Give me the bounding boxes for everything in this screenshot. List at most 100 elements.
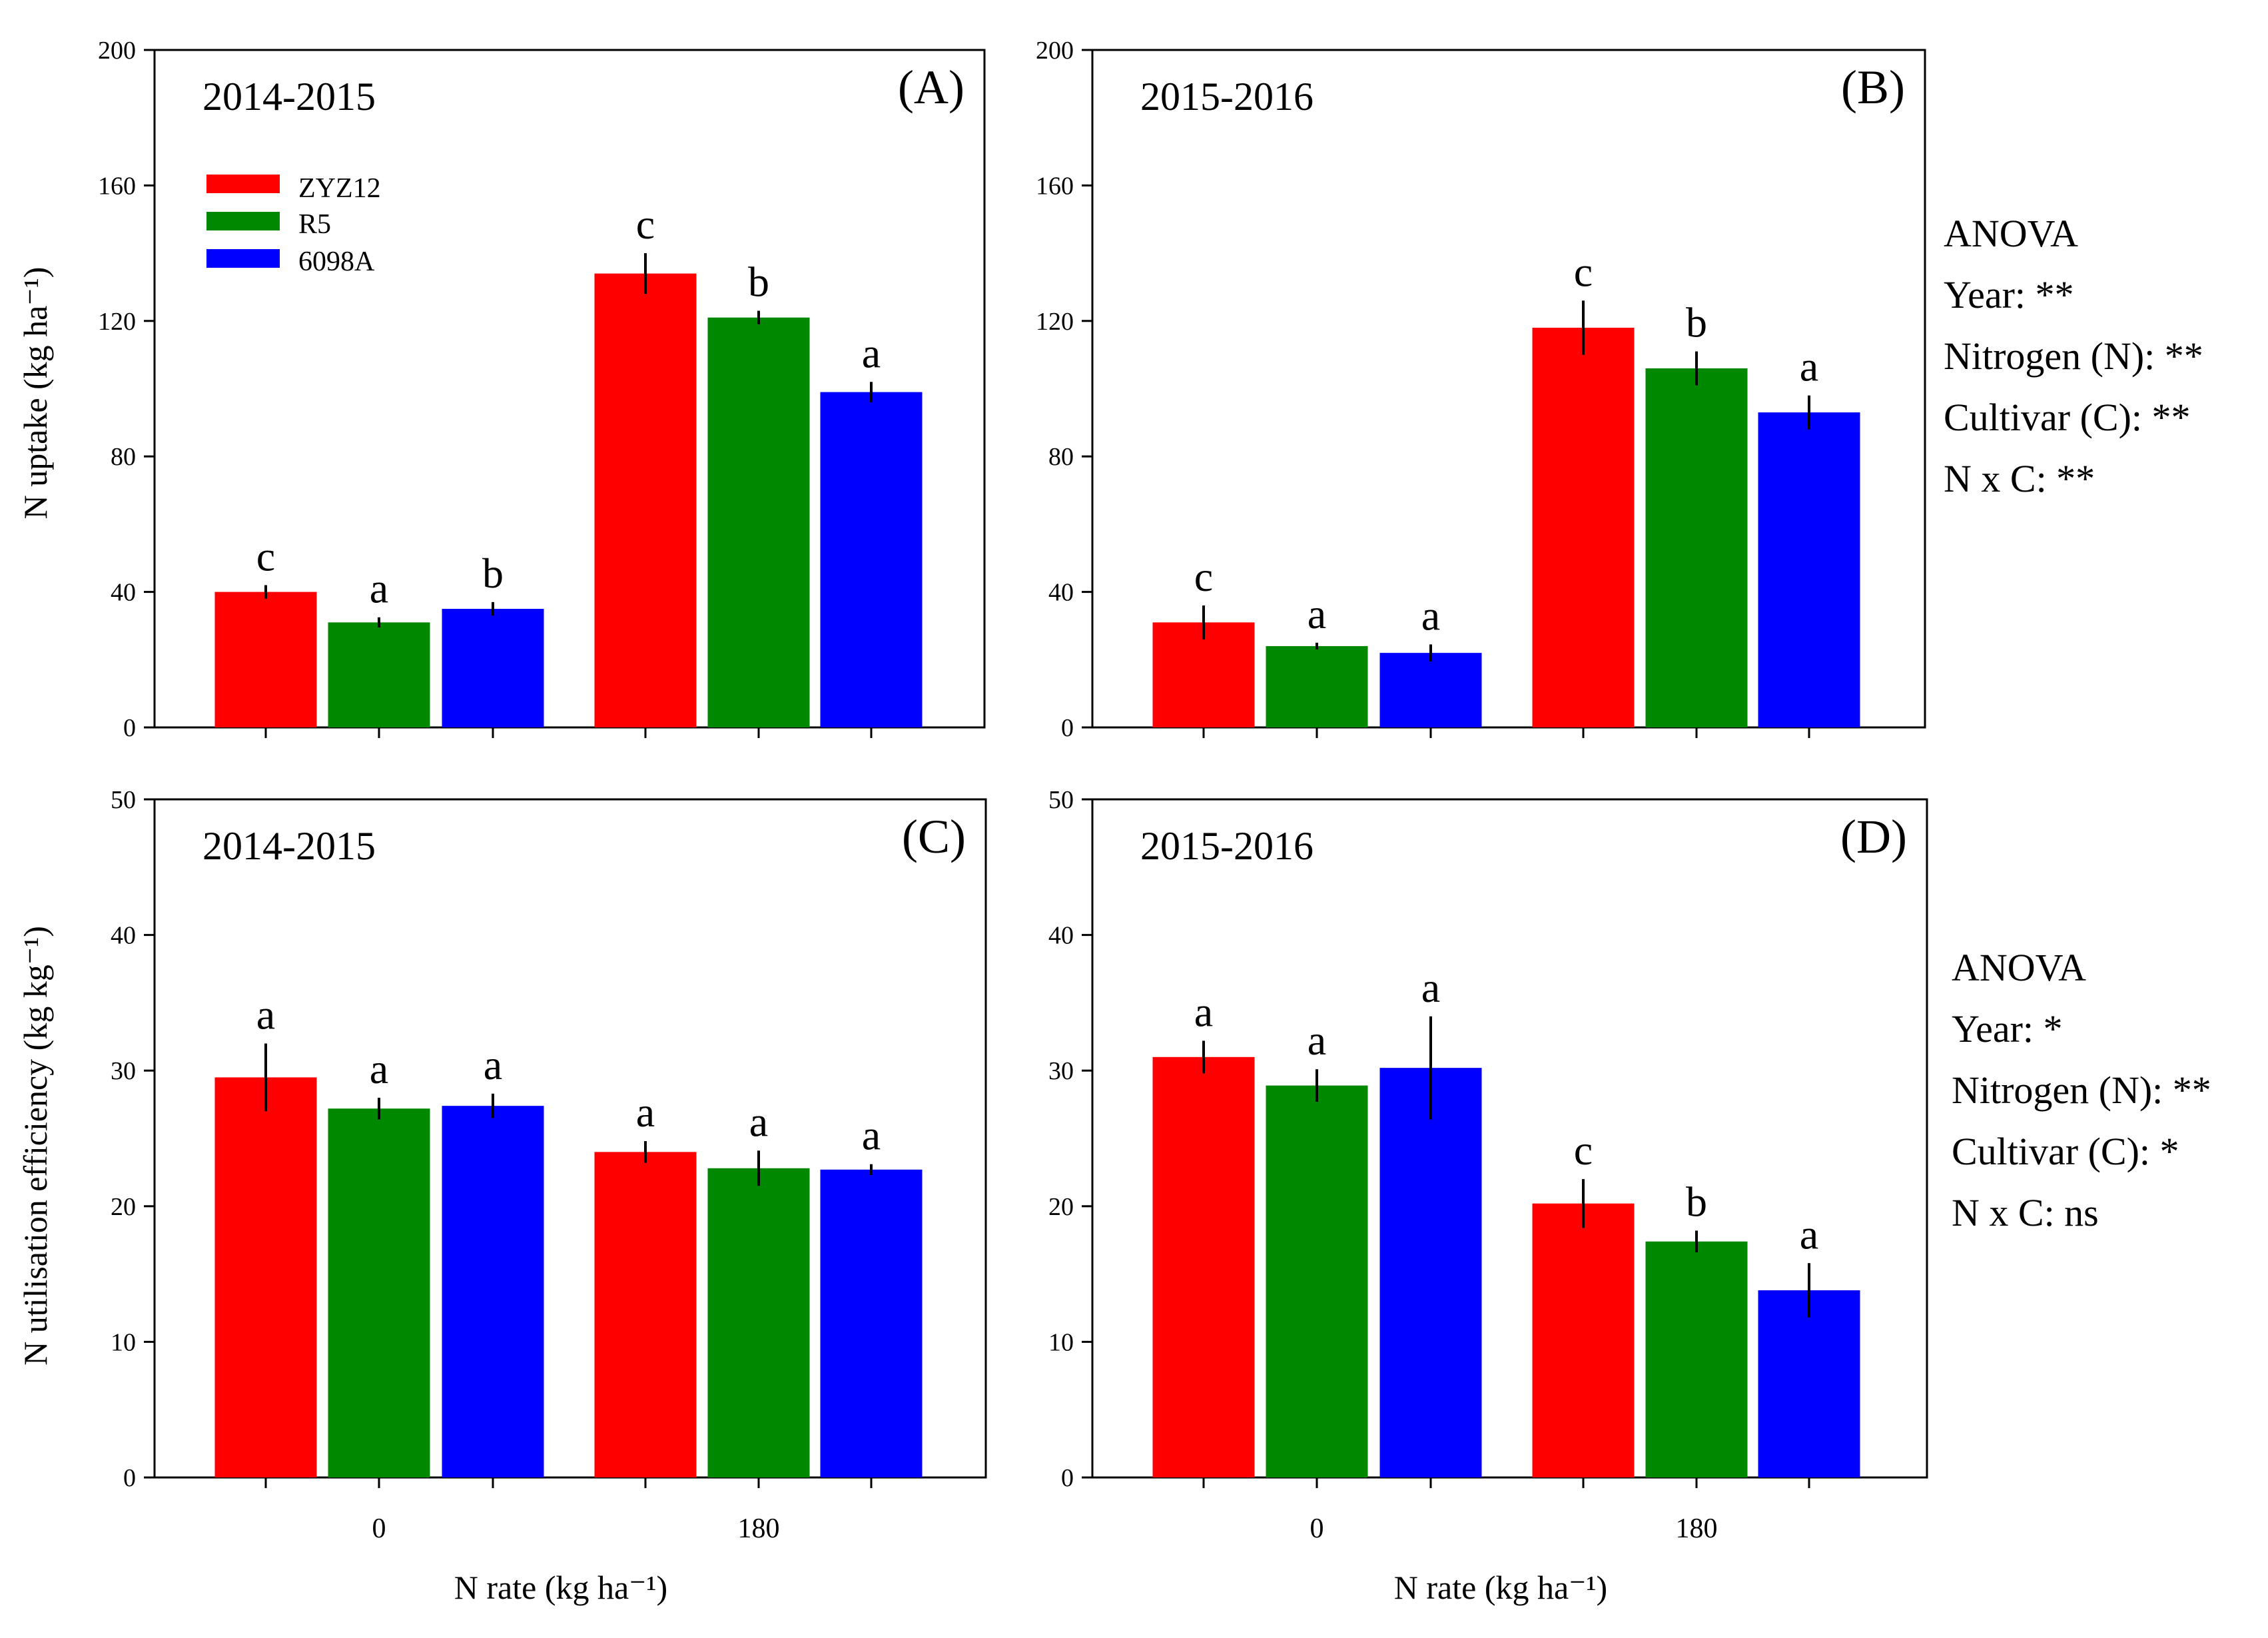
y-tick-label: 10 [111,1328,136,1356]
y-tick-label: 40 [111,579,136,607]
y-tick-label: 20 [1048,1193,1074,1221]
anova-top-year: Year: ** [1944,273,2074,316]
bar-6098a-180 [1758,412,1860,727]
x-axis-label-left: N rate (kg ha⁻¹) [454,1569,667,1606]
panel-letter-label: (D) [1840,810,1907,863]
panel-year-label: 2015-2016 [1140,75,1314,119]
significance-letter: a [862,1112,881,1159]
x-tick-label: 0 [372,1513,386,1544]
panel-letter-label: (A) [898,61,964,114]
bar-zyz12-180 [594,273,697,727]
significance-letter: a [749,1098,768,1145]
y-tick-label: 10 [1048,1328,1074,1356]
anova-bottom-interaction: N x C: ns [1952,1191,2099,1234]
bar-r5-180 [1645,1241,1748,1477]
significance-letter: a [1194,988,1213,1035]
panel-c: 0 10 20 30 40 50 0 180 a a a a a a 2014-2015 (C) [111,786,987,1544]
anova-top-nitrogen: Nitrogen (N): ** [1944,334,2203,378]
significance-letter: a [862,329,881,376]
bar-6098a-0 [1379,653,1482,727]
significance-letter: a [256,991,275,1038]
x-axis-label-right: N rate (kg ha⁻¹) [1394,1569,1607,1606]
bar-r5-0 [328,1108,430,1477]
bar-zyz12-0 [1152,1056,1255,1477]
y-tick-label: 160 [98,172,136,200]
anova-top-interaction: N x C: ** [1944,457,2095,500]
y-tick-label: 0 [1061,714,1074,742]
anova-bottom: ANOVA Year: * Nitrogen (N): ** Cultivar … [1952,946,2211,1234]
y-tick-label: 40 [111,922,136,950]
significance-letter: b [1686,1178,1707,1225]
plot-frame [153,49,986,729]
bar-r5-180 [707,1168,810,1477]
anova-top-title: ANOVA [1944,212,2078,255]
legend-label-r5: R5 [298,209,331,240]
y-tick-label: 120 [98,308,136,336]
bar-r5-0 [1266,1085,1368,1477]
bar-zyz12-180 [1532,327,1635,728]
plot-frame [153,798,987,1479]
x-tick-label: 180 [1676,1513,1718,1544]
y-tick-label: 0 [123,1464,136,1492]
bar-zyz12-0 [214,592,317,727]
y-tick-label: 0 [123,714,136,742]
bar-zyz12-180 [594,1152,697,1477]
legend-label-6098a: 6098A [298,246,375,277]
plot-frame [1091,49,1926,729]
y-tick-label: 50 [1048,786,1074,814]
y-tick-label: 200 [98,37,136,65]
legend-swatch-zyz12 [206,175,280,193]
significance-letter: a [1308,1017,1326,1064]
significance-letter: a [1421,964,1440,1011]
y-tick-label: 40 [1048,922,1074,950]
significance-letter: a [1800,343,1818,390]
y-tick-label: 160 [1036,172,1074,200]
y-tick-label: 50 [111,786,136,814]
significance-letter: c [1574,248,1593,295]
bar-r5-0 [1266,645,1368,727]
panel-d: 0 10 20 30 40 50 0 180 a a a c b a 2015-2016 (D) [1048,786,1928,1544]
significance-letter: a [1308,590,1326,637]
legend-swatch-6098a [206,249,280,268]
legend-swatch-r5 [206,212,280,230]
panel-year-label: 2015-2016 [1140,824,1314,868]
panel-letter-label: (B) [1841,61,1905,114]
y-axis-label-top: N uptake (kg ha⁻¹) [17,267,54,520]
significance-letter: c [636,201,655,248]
significance-letter: a [636,1088,655,1136]
significance-letter: c [1194,553,1213,600]
bar-zyz12-0 [1152,622,1255,727]
significance-letter: a [370,1045,388,1092]
bar-6098a-0 [442,609,544,727]
significance-letter: a [370,565,388,612]
legend: ZYZ12 R5 6098A [206,173,381,277]
y-tick-label: 80 [1048,443,1074,471]
bar-6098a-180 [820,1169,923,1477]
bar-6098a-180 [1758,1290,1860,1477]
y-tick-label: 20 [111,1193,136,1221]
significance-letter: c [256,532,275,580]
y-axis-label-bottom: N utilisation efficiency (kg kg⁻¹) [17,926,54,1366]
significance-letter: b [748,258,769,306]
bar-6098a-180 [820,392,923,727]
bar-r5-0 [328,622,430,727]
bar-6098a-0 [442,1106,544,1477]
y-tick-label: 30 [1048,1057,1074,1085]
bar-zyz12-0 [214,1077,317,1477]
anova-bottom-cultivar: Cultivar (C): * [1952,1130,2179,1173]
anova-bottom-title: ANOVA [1952,946,2086,989]
panel-a: 0 40 80 120 160 200 c a b c b a 2014-2015 (A) [98,37,986,742]
significance-letter: b [482,550,504,597]
bar-r5-180 [1645,368,1748,727]
y-tick-label: 80 [111,443,136,471]
bar-zyz12-180 [1532,1203,1635,1477]
significance-letter: a [484,1041,502,1088]
y-tick-label: 40 [1048,579,1074,607]
anova-top: ANOVA Year: ** Nitrogen (N): ** Cultivar… [1944,212,2203,500]
panel-year-label: 2014-2015 [202,75,376,119]
significance-letter: c [1574,1126,1593,1174]
panel-letter-label: (C) [902,810,966,863]
legend-label-zyz12: ZYZ12 [298,173,381,204]
anova-bottom-year: Year: * [1952,1007,2063,1050]
bar-r5-180 [707,317,810,728]
